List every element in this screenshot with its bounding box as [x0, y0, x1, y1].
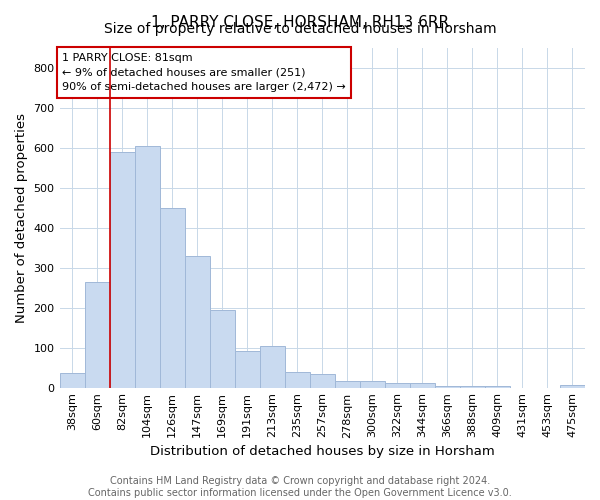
Bar [235, 351, 260, 388]
Bar [410, 383, 435, 388]
Text: 1, PARRY CLOSE, HORSHAM, RH13 6RR: 1, PARRY CLOSE, HORSHAM, RH13 6RR [151, 15, 449, 30]
Bar [560, 385, 585, 388]
Y-axis label: Number of detached properties: Number of detached properties [15, 112, 28, 322]
Bar [285, 372, 310, 388]
Text: 1 PARRY CLOSE: 81sqm
← 9% of detached houses are smaller (251)
90% of semi-detac: 1 PARRY CLOSE: 81sqm ← 9% of detached ho… [62, 52, 346, 92]
Bar [110, 152, 134, 388]
Bar [460, 386, 485, 388]
Bar [260, 346, 285, 388]
Bar [335, 381, 360, 388]
Bar [185, 256, 209, 388]
Bar [385, 383, 410, 388]
Text: Size of property relative to detached houses in Horsham: Size of property relative to detached ho… [104, 22, 496, 36]
Bar [59, 373, 85, 388]
Bar [360, 381, 385, 388]
Bar [485, 386, 510, 388]
Bar [435, 386, 460, 388]
Bar [134, 146, 160, 388]
Bar [85, 282, 110, 388]
Bar [209, 310, 235, 388]
X-axis label: Distribution of detached houses by size in Horsham: Distribution of detached houses by size … [150, 444, 494, 458]
Bar [310, 374, 335, 388]
Text: Contains HM Land Registry data © Crown copyright and database right 2024.
Contai: Contains HM Land Registry data © Crown c… [88, 476, 512, 498]
Bar [160, 208, 185, 388]
